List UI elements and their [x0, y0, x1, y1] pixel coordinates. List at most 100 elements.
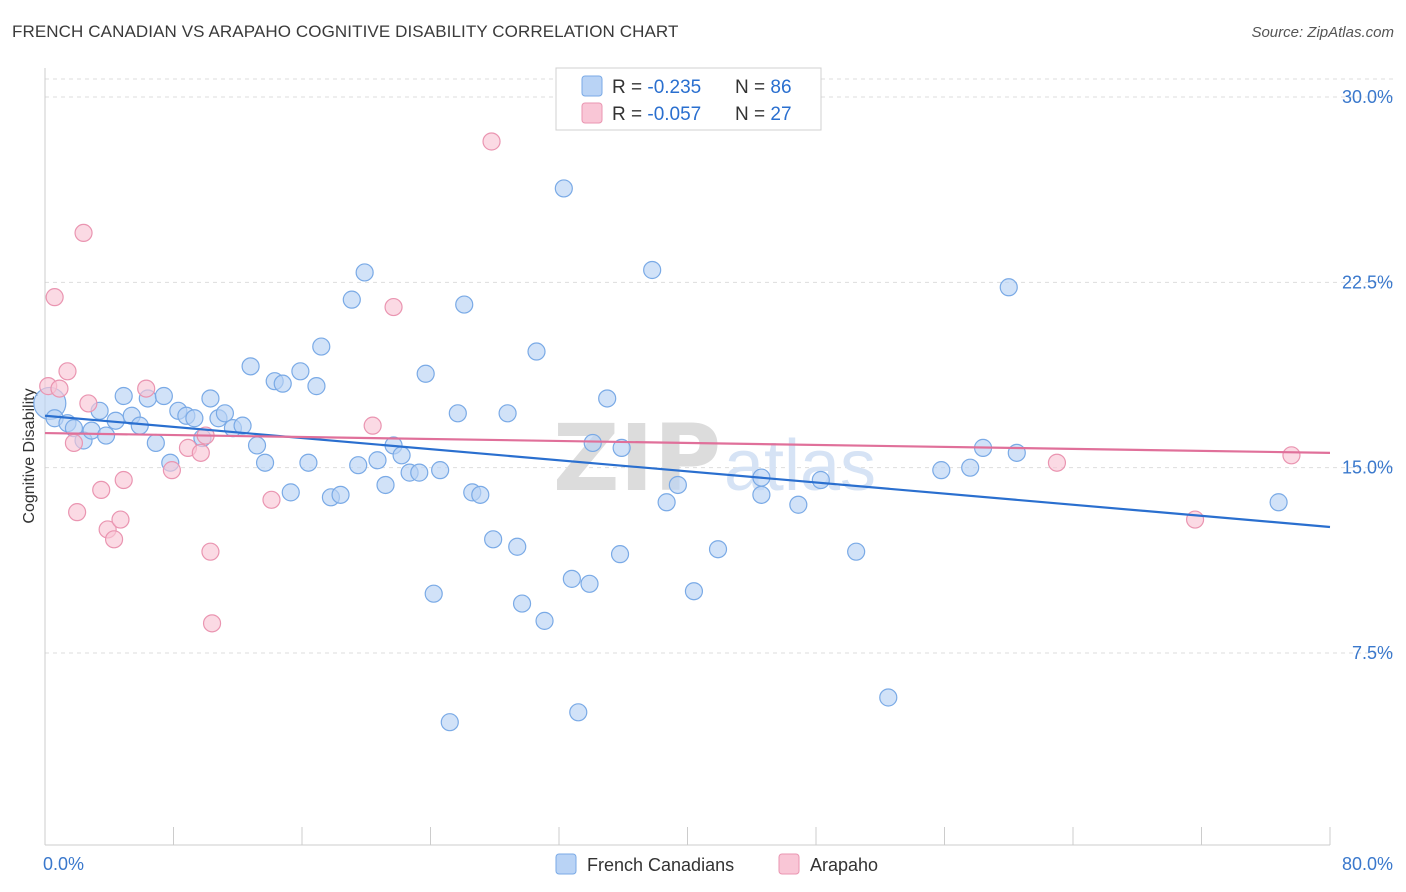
x-tick-label-end: 80.0%: [1342, 854, 1393, 874]
french-point-81: [961, 458, 980, 477]
french-point-53: [471, 485, 490, 504]
legend-r-value-2: -0.057: [647, 104, 701, 125]
french-point-83: [999, 278, 1018, 297]
french-point-33: [307, 377, 326, 396]
french-point-85: [1269, 493, 1288, 512]
arapaho-point-16: [191, 443, 210, 462]
bottom-legend-swatch-arapaho: [778, 853, 800, 875]
french-point-58: [527, 342, 546, 361]
french-point-11: [130, 416, 149, 435]
arapaho-point-23: [482, 132, 501, 151]
french-point-34: [312, 337, 331, 356]
axes: [44, 68, 1331, 846]
arapaho-point-10: [104, 530, 124, 549]
watermark-atlas: atlas: [724, 426, 876, 506]
arapaho-point-21: [363, 416, 382, 435]
legend-r-label-2: R =: [612, 104, 647, 125]
y-tick-label-1: 15.0%: [1342, 458, 1393, 478]
french-point-61: [562, 569, 581, 588]
french-trendline: [44, 414, 1331, 529]
french-point-77: [811, 470, 830, 490]
french-point-9: [114, 386, 133, 406]
french-point-32: [299, 453, 318, 472]
arapaho-point-26: [1282, 446, 1301, 465]
french-point-66: [610, 545, 630, 564]
arapaho-point-6: [74, 223, 93, 243]
legend-r-label-1: R =: [612, 77, 647, 98]
arapaho-points: [39, 132, 1301, 633]
legend-swatch-arapaho: [581, 102, 603, 124]
french-point-54: [484, 530, 503, 549]
legend-swatch-french: [581, 75, 603, 97]
arapaho-point-24: [1047, 453, 1067, 472]
arapaho-point-5: [68, 503, 87, 522]
x-tick-label-start: 0.0%: [43, 854, 84, 874]
arapaho-point-4: [64, 433, 84, 453]
arapaho-point-7: [79, 394, 98, 413]
french-point-18: [185, 409, 204, 428]
french-point-46: [416, 364, 435, 383]
french-point-26: [247, 436, 267, 455]
french-point-50: [448, 404, 467, 423]
french-point-29: [273, 374, 292, 393]
french-point-51: [455, 295, 474, 314]
source-label: Source: ZipAtlas.com: [1251, 24, 1394, 41]
french-point-71: [668, 475, 687, 495]
french-point-37: [342, 290, 361, 309]
french-point-30: [281, 483, 300, 502]
french-point-59: [535, 611, 554, 630]
svg-text:R = -0.057: R = -0.057: [612, 104, 701, 125]
chart-title: FRENCH CANADIAN VS ARAPAHO COGNITIVE DIS…: [12, 22, 679, 41]
arapaho-point-8: [92, 480, 111, 500]
arapaho-point-2: [50, 379, 69, 398]
legend-n-label-1: N =: [735, 77, 770, 98]
french-point-60: [554, 179, 573, 198]
arapaho-point-1: [45, 288, 64, 307]
french-point-24: [233, 416, 252, 435]
legend-box: R = -0.235 N = 86 R = -0.057 N = 27: [555, 67, 822, 131]
french-point-48: [431, 461, 450, 480]
french-point-75: [752, 485, 771, 504]
french-point-73: [708, 540, 728, 559]
french-point-67: [612, 438, 631, 457]
trendlines: [44, 414, 1331, 529]
arapaho-point-11: [111, 510, 130, 529]
french-point-22: [215, 404, 234, 423]
svg-text:N = 27: N = 27: [735, 104, 792, 125]
french-point-49: [440, 713, 459, 732]
french-point-72: [684, 582, 704, 601]
french-point-76: [789, 495, 808, 514]
french-point-63: [580, 574, 599, 593]
arapaho-point-25: [1185, 510, 1205, 529]
french-point-62: [569, 703, 588, 722]
french-point-56: [508, 537, 527, 556]
french-point-69: [643, 260, 662, 280]
arapaho-point-13: [137, 379, 156, 398]
french-point-47: [424, 584, 443, 603]
arapaho-point-14: [162, 461, 181, 480]
french-point-39: [355, 263, 374, 282]
french-point-38: [349, 456, 368, 475]
watermark-zip: ZIP: [553, 405, 721, 512]
y-tick-label-3: 30.0%: [1342, 87, 1393, 107]
french-point-36: [331, 485, 350, 504]
french-point-40: [368, 451, 387, 470]
arapaho-point-19: [202, 614, 222, 633]
legend-n-label-2: N =: [735, 104, 770, 125]
bottom-legend: French Canadians Arapaho: [555, 853, 878, 875]
arapaho-trendline: [44, 431, 1331, 454]
y-tick-label-0: 7.5%: [1352, 643, 1393, 663]
arapaho-point-20: [262, 490, 281, 509]
french-point-57: [512, 594, 532, 613]
french-point-79: [879, 688, 898, 707]
french-point-7: [96, 426, 116, 445]
bottom-legend-label-french: French Canadians: [587, 855, 734, 875]
tick-labels: 7.5% 15.0% 22.5% 30.0% 0.0% 80.0%: [43, 87, 1393, 874]
bottom-legend-label-arapaho: Arapaho: [810, 855, 878, 875]
french-point-27: [255, 453, 275, 472]
legend-r-value-1: -0.235: [647, 77, 701, 98]
legend-n-value-2: 27: [770, 104, 791, 125]
legend-n-value-1: 86: [770, 77, 791, 98]
french-point-64: [583, 433, 602, 453]
french-point-31: [291, 362, 310, 381]
